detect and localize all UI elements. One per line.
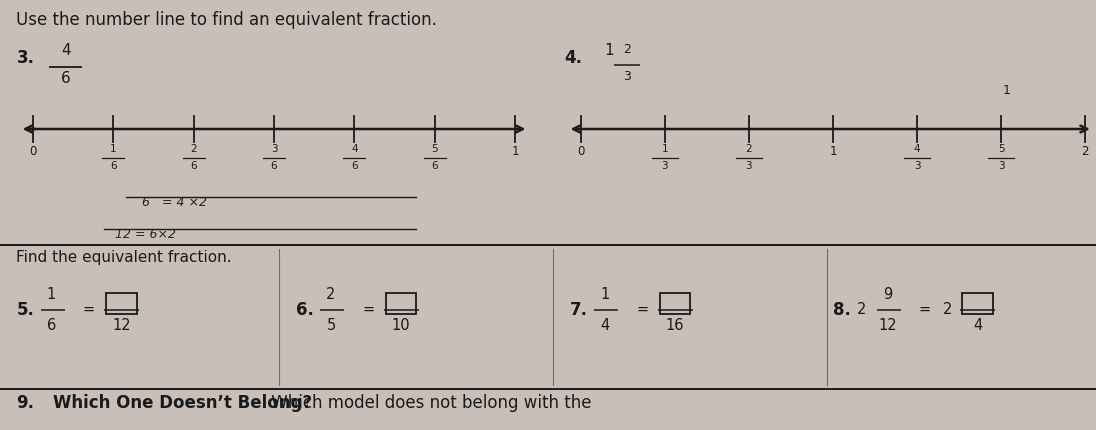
Text: 6.: 6. [296, 301, 313, 319]
Text: 6: 6 [191, 161, 197, 171]
Text: 2: 2 [943, 302, 952, 317]
Text: 5: 5 [327, 318, 335, 332]
Text: 4: 4 [601, 318, 609, 332]
Text: 5.: 5. [16, 301, 34, 319]
Text: Which model does not belong with the: Which model does not belong with the [266, 394, 592, 412]
Text: =: = [362, 302, 375, 317]
Text: =: = [636, 302, 649, 317]
Text: 1: 1 [47, 287, 56, 301]
Text: 3: 3 [662, 161, 669, 171]
Text: 3: 3 [271, 144, 277, 154]
Text: 6: 6 [432, 161, 438, 171]
Text: 2: 2 [623, 43, 631, 56]
Text: 4: 4 [61, 43, 70, 58]
Text: 3: 3 [745, 161, 752, 171]
Text: 4: 4 [914, 144, 921, 154]
Text: 5: 5 [432, 144, 438, 154]
Text: 2: 2 [857, 302, 867, 317]
Text: 3: 3 [914, 161, 921, 171]
Text: 4: 4 [973, 318, 982, 332]
Text: 0: 0 [30, 145, 36, 158]
Text: 6: 6 [47, 318, 56, 332]
Text: 12: 12 [113, 318, 130, 332]
Text: 9: 9 [883, 287, 892, 301]
Bar [106, 293, 137, 314]
Text: 1: 1 [830, 145, 836, 158]
Bar [660, 293, 690, 314]
Text: 6: 6 [271, 161, 277, 171]
Text: 2: 2 [745, 144, 752, 154]
Text: 12: 12 [879, 318, 897, 332]
Text: 2: 2 [327, 287, 335, 301]
Text: 6: 6 [351, 161, 357, 171]
Text: 5: 5 [997, 144, 1004, 154]
Text: 1: 1 [110, 144, 116, 154]
Text: 1: 1 [1003, 84, 1011, 97]
Text: 1: 1 [512, 145, 518, 158]
Text: 9.: 9. [16, 394, 34, 412]
Text: 3: 3 [623, 70, 631, 83]
Text: 4: 4 [351, 144, 357, 154]
Text: 1: 1 [601, 287, 609, 301]
Text: =: = [82, 302, 95, 317]
Text: 1: 1 [605, 43, 614, 58]
Text: 8.: 8. [833, 301, 850, 319]
Text: 7.: 7. [570, 301, 587, 319]
Text: Find the equivalent fraction.: Find the equivalent fraction. [16, 250, 232, 265]
Text: 1: 1 [662, 144, 669, 154]
Text: Which One Doesn’t Belong?: Which One Doesn’t Belong? [53, 394, 311, 412]
Bar [962, 293, 993, 314]
Text: 16: 16 [666, 318, 684, 332]
Text: 12 = 6×2: 12 = 6×2 [115, 228, 176, 241]
Text: Use the number line to find an equivalent fraction.: Use the number line to find an equivalen… [16, 11, 437, 29]
Bar [386, 293, 416, 314]
Text: 6: 6 [61, 71, 70, 86]
Text: 4.: 4. [564, 49, 582, 68]
Text: 0: 0 [578, 145, 584, 158]
Text: =: = [918, 302, 932, 317]
Text: 2: 2 [191, 144, 197, 154]
Text: 3: 3 [997, 161, 1004, 171]
Text: 6   = 4 ×2: 6 = 4 ×2 [142, 196, 207, 209]
Text: 10: 10 [392, 318, 410, 332]
Text: 6: 6 [110, 161, 116, 171]
Text: 3.: 3. [16, 49, 34, 68]
Text: 2: 2 [1082, 145, 1088, 158]
